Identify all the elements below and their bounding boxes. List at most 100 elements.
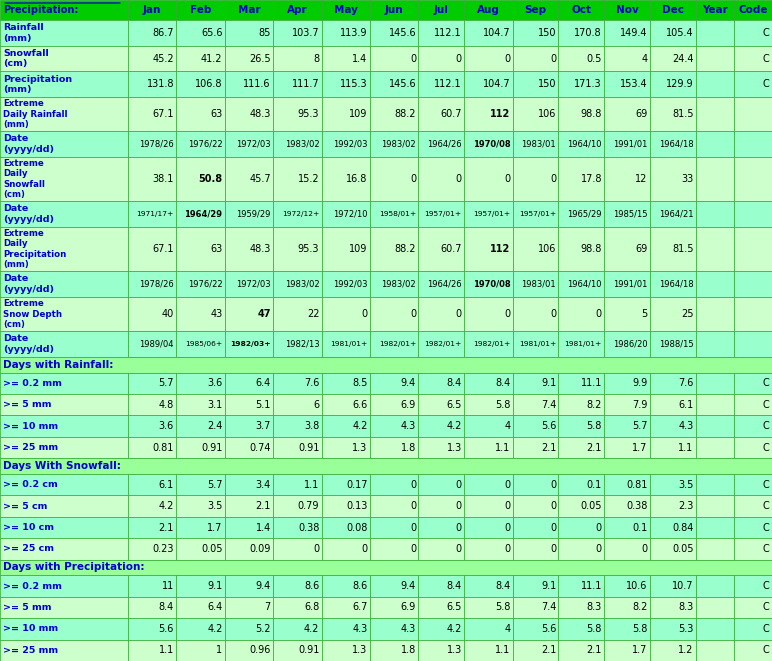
- Text: Date
(yyyy/dd): Date (yyyy/dd): [3, 274, 54, 293]
- Bar: [273, 331, 322, 357]
- Text: 1.7: 1.7: [207, 522, 222, 533]
- Text: Extreme
Daily
Precipitation
(mm): Extreme Daily Precipitation (mm): [3, 229, 66, 269]
- Text: 0: 0: [596, 522, 602, 533]
- Text: 6.5: 6.5: [446, 400, 462, 410]
- Text: 1.1: 1.1: [679, 443, 693, 453]
- Bar: [370, 46, 418, 71]
- Text: 1976/22: 1976/22: [188, 280, 222, 289]
- Bar: [696, 618, 734, 640]
- Bar: [273, 271, 322, 297]
- Text: >= 0.2 mm: >= 0.2 mm: [3, 379, 62, 388]
- Text: 0: 0: [504, 544, 510, 554]
- Text: 48.3: 48.3: [249, 109, 271, 119]
- Text: 0: 0: [550, 501, 556, 511]
- Text: 0: 0: [550, 544, 556, 554]
- Bar: [273, 157, 322, 202]
- Text: 2.1: 2.1: [540, 645, 556, 655]
- Text: 129.9: 129.9: [666, 79, 693, 89]
- Bar: [604, 202, 650, 227]
- Bar: [176, 437, 225, 458]
- Bar: [558, 157, 604, 202]
- Bar: [370, 0, 418, 20]
- Bar: [464, 618, 513, 640]
- Bar: [513, 373, 558, 394]
- Bar: [322, 132, 370, 157]
- Bar: [0, 538, 128, 560]
- Bar: [176, 474, 225, 495]
- Text: 2.4: 2.4: [207, 421, 222, 431]
- Bar: [273, 517, 322, 538]
- Bar: [176, 202, 225, 227]
- Bar: [734, 538, 772, 560]
- Bar: [128, 394, 176, 416]
- Bar: [418, 538, 464, 560]
- Text: 1983/01: 1983/01: [522, 280, 556, 289]
- Bar: [322, 597, 370, 618]
- Text: C: C: [763, 443, 770, 453]
- Text: 1957/01+: 1957/01+: [473, 211, 510, 217]
- Text: 0.09: 0.09: [249, 544, 271, 554]
- Text: 3.8: 3.8: [304, 421, 320, 431]
- Text: 1964/26: 1964/26: [427, 280, 462, 289]
- Bar: [464, 373, 513, 394]
- Bar: [176, 157, 225, 202]
- Bar: [225, 394, 273, 416]
- Bar: [225, 71, 273, 97]
- Text: 1964/18: 1964/18: [659, 280, 693, 289]
- Text: 63: 63: [210, 244, 222, 254]
- Bar: [558, 394, 604, 416]
- Text: Days With Snowfall:: Days With Snowfall:: [3, 461, 121, 471]
- Text: 0: 0: [361, 544, 367, 554]
- Text: 8.4: 8.4: [447, 378, 462, 388]
- Text: 47: 47: [257, 309, 271, 319]
- Text: 8.2: 8.2: [632, 602, 648, 613]
- Bar: [176, 297, 225, 331]
- Text: >= 10 cm: >= 10 cm: [3, 523, 54, 532]
- Text: 1982/13: 1982/13: [285, 340, 320, 348]
- Text: Jun: Jun: [385, 5, 404, 15]
- Text: 1981/01+: 1981/01+: [564, 341, 602, 347]
- Text: C: C: [763, 421, 770, 431]
- Bar: [558, 640, 604, 661]
- Text: 106: 106: [538, 109, 556, 119]
- Bar: [0, 394, 128, 416]
- Bar: [558, 474, 604, 495]
- Text: C: C: [763, 581, 770, 591]
- Bar: [650, 20, 696, 46]
- Text: Days with Rainfall:: Days with Rainfall:: [3, 360, 113, 369]
- Text: 1.1: 1.1: [159, 645, 174, 655]
- Text: 5.6: 5.6: [159, 624, 174, 634]
- Text: 145.6: 145.6: [388, 28, 416, 38]
- Text: 3.1: 3.1: [207, 400, 222, 410]
- Text: 3.4: 3.4: [256, 480, 271, 490]
- Text: >= 0.2 cm: >= 0.2 cm: [3, 480, 58, 489]
- Text: 111.7: 111.7: [292, 79, 320, 89]
- Text: 1983/02: 1983/02: [381, 139, 416, 149]
- Text: Extreme
Daily Rainfall
(mm): Extreme Daily Rainfall (mm): [3, 99, 68, 129]
- Text: 8.4: 8.4: [447, 581, 462, 591]
- Bar: [128, 0, 176, 20]
- Text: C: C: [763, 400, 770, 410]
- Bar: [176, 597, 225, 618]
- Bar: [513, 618, 558, 640]
- Text: 22: 22: [306, 309, 320, 319]
- Text: Date
(yyyy/dd): Date (yyyy/dd): [3, 134, 54, 154]
- Text: 0: 0: [550, 174, 556, 184]
- Text: 1978/26: 1978/26: [139, 280, 174, 289]
- Bar: [128, 517, 176, 538]
- Bar: [734, 0, 772, 20]
- Text: Jan: Jan: [143, 5, 161, 15]
- Bar: [464, 474, 513, 495]
- Text: 1.1: 1.1: [495, 645, 510, 655]
- Text: 0.81: 0.81: [626, 480, 648, 490]
- Bar: [322, 297, 370, 331]
- Bar: [273, 575, 322, 597]
- Bar: [322, 71, 370, 97]
- Bar: [604, 373, 650, 394]
- Text: 6.6: 6.6: [353, 400, 367, 410]
- Bar: [558, 297, 604, 331]
- Bar: [418, 202, 464, 227]
- Bar: [225, 373, 273, 394]
- Text: >= 10 mm: >= 10 mm: [3, 625, 58, 633]
- Text: 9.4: 9.4: [401, 581, 416, 591]
